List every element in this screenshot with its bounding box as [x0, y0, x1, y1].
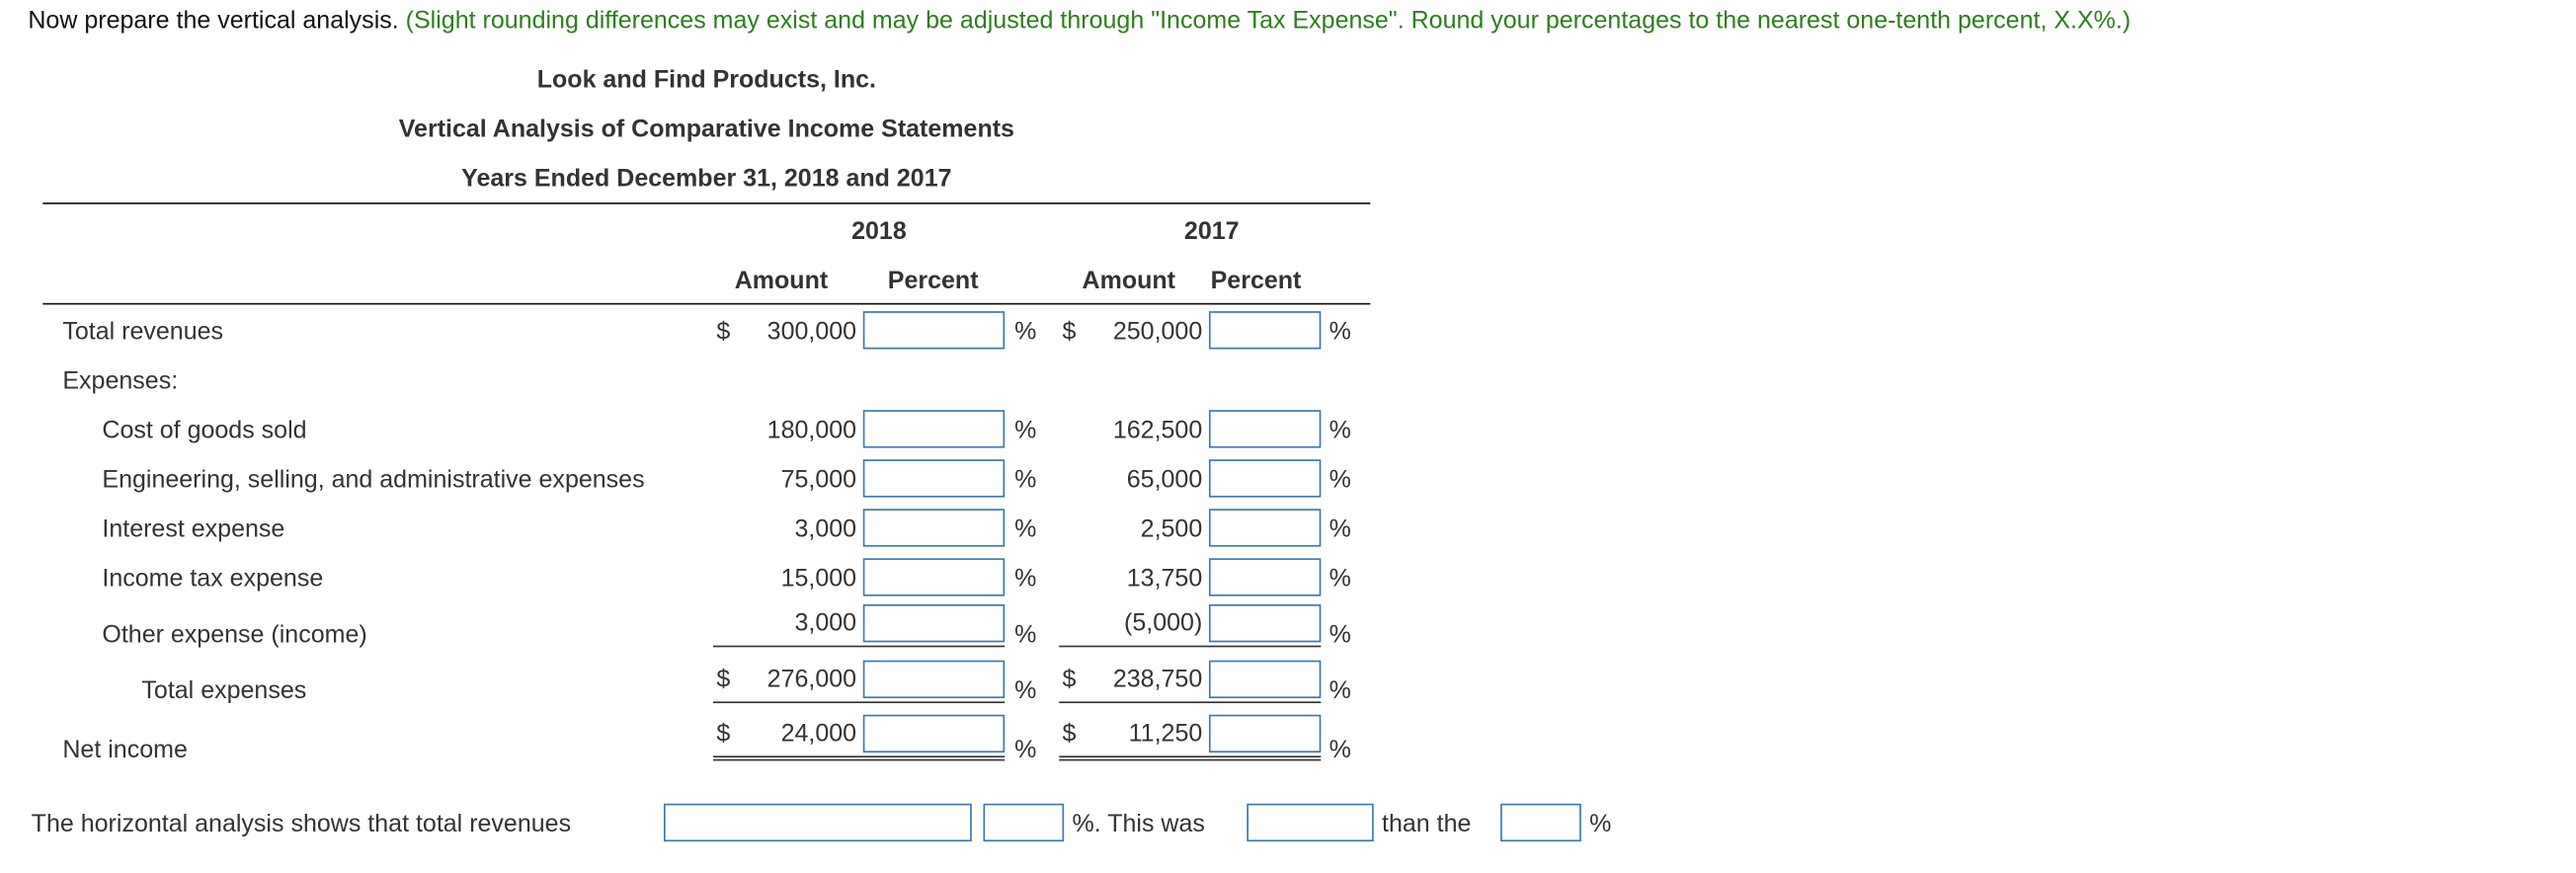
percent-sign: %	[1014, 515, 1037, 544]
percent-sign: %	[1328, 564, 1351, 594]
percent-input-cogs-2018[interactable]	[862, 410, 1006, 448]
statement-period: Years Ended December 31, 2018 and 2017	[461, 164, 952, 194]
percent-sign: %	[1328, 736, 1351, 764]
header-rule	[42, 202, 1371, 204]
amount-total-expenses-2017: 238,750	[1112, 665, 1203, 694]
percent-sign: %	[1328, 620, 1351, 649]
horizontal-analysis-mid: %. This was	[1072, 810, 1205, 838]
percent-sign: %	[1014, 564, 1037, 594]
row-label-net-income: Net income	[62, 736, 188, 764]
expense-change-percent-input[interactable]	[1500, 803, 1581, 842]
instructions-text: Now prepare the vertical analysis.	[28, 6, 399, 36]
expenses-heading: Expenses:	[62, 366, 179, 396]
subtotal-rule-2017	[1059, 645, 1322, 648]
row-label-total-revenues: Total revenues	[62, 317, 224, 347]
percent-input-interest-2018[interactable]	[862, 509, 1006, 547]
currency-sign: $	[716, 719, 731, 749]
year-2017-header: 2017	[1183, 217, 1240, 246]
total-rule-2018	[713, 701, 1006, 704]
revenue-change-direction-select[interactable]	[664, 803, 972, 842]
percent-input-revenues-2017[interactable]	[1208, 311, 1322, 350]
horizontal-analysis-end: %	[1589, 810, 1612, 838]
percent-sign: %	[1014, 736, 1037, 764]
currency-sign: $	[716, 317, 731, 347]
revenue-change-percent-input[interactable]	[983, 803, 1065, 842]
amount-tax-2018: 15,000	[780, 564, 857, 594]
percent-sign: %	[1328, 317, 1351, 347]
net-income-double-rule-2017	[1059, 755, 1322, 761]
percent-input-revenues-2018[interactable]	[862, 311, 1006, 350]
percent-sign: %	[1014, 620, 1037, 649]
percent-header-2017: Percent	[1210, 267, 1302, 295]
row-label-total-expenses: Total expenses	[141, 676, 307, 705]
amount-net-income-2017: 11,250	[1128, 719, 1203, 749]
percent-input-cogs-2017[interactable]	[1208, 410, 1322, 448]
row-label-other-expense: Other expense (income)	[102, 620, 367, 649]
amount-engineering-2017: 65,000	[1126, 465, 1203, 495]
percent-input-interest-2017[interactable]	[1208, 509, 1322, 547]
amount-header-2018: Amount	[734, 267, 829, 295]
amount-cogs-2017: 162,500	[1112, 416, 1203, 445]
amount-revenues-2017: 250,000	[1112, 317, 1203, 347]
percent-sign: %	[1014, 317, 1037, 347]
horizontal-analysis-lead: The horizontal analysis shows that total…	[31, 810, 572, 838]
amount-engineering-2018: 75,000	[780, 465, 857, 495]
amount-revenues-2018: 300,000	[766, 317, 857, 347]
row-label-engineering-selling-admin: Engineering, selling, and administrative…	[102, 465, 645, 495]
instructions-note: (Slight rounding differences may exist a…	[405, 6, 2132, 36]
currency-sign: $	[1062, 719, 1077, 749]
amount-interest-2017: 2,500	[1140, 515, 1203, 544]
currency-sign: $	[716, 665, 731, 694]
percent-input-engineering-2017[interactable]	[1208, 459, 1322, 498]
percent-sign: %	[1328, 676, 1351, 705]
net-income-double-rule-2018	[713, 755, 1006, 761]
percent-header-2018: Percent	[887, 267, 979, 295]
percent-input-other-2018[interactable]	[862, 603, 1006, 643]
amount-cogs-2018: 180,000	[766, 416, 857, 445]
comparison-select[interactable]	[1247, 803, 1374, 842]
percent-input-tax-2017[interactable]	[1208, 558, 1322, 596]
subtotal-rule-2018	[713, 645, 1006, 648]
percent-input-total-expenses-2018[interactable]	[862, 660, 1006, 699]
statement-title: Vertical Analysis of Comparative Income …	[398, 115, 1014, 144]
percent-sign: %	[1014, 465, 1037, 495]
percent-sign: %	[1014, 416, 1037, 445]
percent-sign: %	[1014, 676, 1037, 705]
amount-interest-2018: 3,000	[794, 515, 857, 544]
row-label-cogs: Cost of goods sold	[102, 416, 307, 445]
percent-input-total-expenses-2017[interactable]	[1208, 660, 1322, 699]
percent-sign: %	[1328, 515, 1351, 544]
total-rule-2017	[1059, 701, 1322, 704]
amount-header-2017: Amount	[1082, 267, 1176, 295]
percent-input-net-income-2018[interactable]	[862, 714, 1006, 754]
column-header-rule	[42, 302, 1371, 305]
currency-sign: $	[1062, 665, 1077, 694]
percent-sign: %	[1328, 416, 1351, 445]
year-2018-header: 2018	[851, 217, 907, 246]
instructions: Now prepare the vertical analysis. (Slig…	[28, 7, 2131, 35]
row-label-interest-expense: Interest expense	[102, 515, 285, 544]
amount-tax-2017: 13,750	[1126, 564, 1203, 594]
amount-other-2017: (5,000)	[1124, 608, 1203, 638]
currency-sign: $	[1062, 317, 1077, 347]
company-name: Look and Find Products, Inc.	[536, 65, 876, 95]
amount-other-2018: 3,000	[794, 608, 857, 638]
percent-sign: %	[1328, 465, 1351, 495]
percent-input-tax-2018[interactable]	[862, 558, 1006, 596]
horizontal-analysis-than: than the	[1382, 810, 1472, 838]
percent-input-net-income-2017[interactable]	[1208, 714, 1322, 754]
percent-input-other-2017[interactable]	[1208, 603, 1322, 643]
percent-input-engineering-2018[interactable]	[862, 459, 1006, 498]
amount-net-income-2018: 24,000	[780, 719, 857, 749]
row-label-income-tax-expense: Income tax expense	[102, 564, 324, 594]
amount-total-expenses-2018: 276,000	[766, 665, 857, 694]
